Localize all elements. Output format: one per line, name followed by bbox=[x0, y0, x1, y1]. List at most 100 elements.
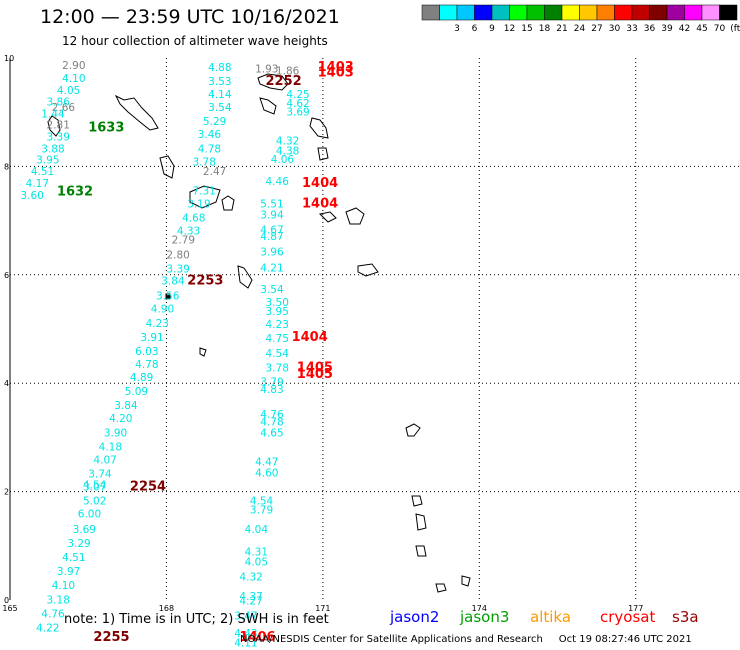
legend-swatch bbox=[614, 4, 633, 21]
legend-label: 6 bbox=[472, 24, 478, 34]
x-tick-label: 171 bbox=[315, 604, 330, 613]
wave-height-label: 3.94 bbox=[260, 209, 284, 221]
wave-height-label: 2.90 bbox=[62, 60, 85, 72]
wave-height-label: 4.31 bbox=[245, 547, 268, 559]
wave-height-label: 4.23 bbox=[146, 318, 169, 330]
wave-height-label: 4.78 bbox=[260, 416, 283, 428]
wave-height-label: 4.10 bbox=[52, 580, 75, 592]
wave-height-label: 4.54 bbox=[250, 496, 274, 508]
wave-height-label: 3.56 bbox=[156, 291, 180, 303]
wave-height-label: 2.47 bbox=[203, 166, 226, 178]
wave-height-label: 2.81 bbox=[47, 119, 70, 131]
legend-swatch bbox=[509, 4, 528, 21]
wave-height-label: 1632 bbox=[57, 185, 93, 200]
legend-label: 12 bbox=[504, 24, 515, 34]
satellite-name: jason2 bbox=[390, 608, 440, 626]
wave-height-label: 5.51 bbox=[260, 199, 283, 211]
y-tick-label: 6 bbox=[4, 271, 9, 280]
wave-height-label: 1404 bbox=[302, 197, 338, 212]
legend-swatch bbox=[666, 4, 685, 21]
wave-height-label: 4.76 bbox=[41, 608, 65, 620]
wave-height-label: 3.60 bbox=[20, 190, 43, 202]
legend-label: 45 bbox=[696, 24, 707, 34]
wave-height-label: 2.80 bbox=[166, 250, 189, 262]
legend-label: 39 bbox=[661, 24, 673, 34]
legend-swatch bbox=[491, 4, 510, 21]
legend-swatch bbox=[579, 4, 598, 21]
wave-height-label: 4.65 bbox=[260, 427, 283, 439]
wave-height-label: 2254 bbox=[130, 480, 166, 495]
credit-text: NOAA/NESDIS Center for Satellite Applica… bbox=[240, 634, 543, 645]
y-tick-label: 10 bbox=[4, 54, 14, 63]
legend-label: 36 bbox=[644, 24, 656, 34]
note-text: note: 1) Time is in UTC; 2) SWH is in fe… bbox=[64, 612, 329, 627]
wave-height-label: 3.53 bbox=[208, 76, 231, 88]
wave-height-label: 2.66 bbox=[52, 102, 76, 114]
wave-height-label: 4.20 bbox=[109, 413, 132, 425]
wave-height-label: 4.62 bbox=[286, 98, 309, 110]
y-tick-label: 4 bbox=[4, 379, 9, 388]
wave-height-label: 3.69 bbox=[286, 106, 309, 118]
legend-label: 9 bbox=[489, 24, 495, 34]
wave-height-label: 1403 bbox=[318, 60, 354, 75]
wave-height-label: 4.54 bbox=[266, 348, 290, 360]
credit-line: NOAA/NESDIS Center for Satellite Applica… bbox=[240, 634, 692, 645]
legend-swatch bbox=[649, 4, 668, 21]
wave-height-label: 1405 bbox=[297, 367, 333, 382]
wave-height-label: 4.78 bbox=[198, 143, 221, 155]
wave-height-label: 4.54 bbox=[83, 479, 107, 491]
island-outlines bbox=[47, 73, 471, 593]
wave-height-label: 3.54 bbox=[208, 102, 232, 114]
wave-height-label: 3.96 bbox=[260, 246, 284, 258]
wave-height-label: 5.29 bbox=[203, 116, 226, 128]
wave-height-label: 4.78 bbox=[135, 359, 158, 371]
wave-height-label: 4.33 bbox=[177, 226, 200, 238]
wave-height-label: 3.19 bbox=[187, 199, 210, 211]
wave-height-label: 7.31 bbox=[193, 186, 216, 198]
wave-height-label: 4.18 bbox=[99, 441, 122, 453]
legend-swatch bbox=[544, 4, 563, 21]
wave-height-label: 4.68 bbox=[182, 213, 205, 225]
wave-height-label: 4.21 bbox=[260, 263, 283, 275]
wave-height-label: 3.46 bbox=[198, 129, 222, 141]
wave-height-label: 3.78 bbox=[193, 156, 216, 168]
wave-height-label: 5.09 bbox=[125, 386, 148, 398]
wave-height-label: 4.51 bbox=[62, 552, 85, 564]
wave-height-label: 3.90 bbox=[104, 427, 127, 439]
wave-height-label: 5.02 bbox=[83, 496, 106, 508]
x-tick-label: 165 bbox=[2, 604, 17, 613]
wave-height-label: 1.86 bbox=[276, 65, 300, 77]
legend-label: 24 bbox=[574, 24, 586, 34]
wave-height-label: 4.88 bbox=[208, 62, 231, 74]
legend-label: 70 bbox=[714, 24, 726, 34]
wave-height-label: 4.32 bbox=[239, 571, 262, 583]
wave-height-label: 3.39 bbox=[47, 131, 70, 143]
axis-ticks: 165 168 171 174 177 0 2 4 6 8 10 bbox=[2, 54, 643, 613]
satellite-name: altika bbox=[530, 608, 572, 626]
wave-height-label: 4.17 bbox=[26, 178, 49, 190]
wave-height-label: 3.74 bbox=[88, 469, 112, 481]
chart-subtitle: 12 hour collection of altimeter wave hei… bbox=[62, 34, 328, 48]
wave-height-label: 1633 bbox=[88, 121, 124, 136]
legend-label: 15 bbox=[521, 24, 532, 34]
legend-swatch bbox=[456, 4, 475, 21]
legend-swatch bbox=[561, 4, 580, 21]
wave-height-label: 4.76 bbox=[260, 409, 284, 421]
wave-height-label: 3.84 bbox=[114, 400, 138, 412]
y-tick-label: 0 bbox=[4, 596, 9, 605]
legend-swatch bbox=[631, 4, 650, 21]
wave-height-label: 4.38 bbox=[276, 145, 299, 157]
wave-height-label: 3.79 bbox=[260, 376, 283, 388]
wave-height-label: 3.95 bbox=[36, 155, 59, 167]
wave-height-label: 1404 bbox=[292, 330, 328, 345]
wave-height-label: 3.97 bbox=[57, 566, 80, 578]
legend-swatch bbox=[684, 4, 703, 21]
wave-height-label: 6.00 bbox=[78, 509, 101, 521]
x-tick-label: 174 bbox=[472, 604, 487, 613]
wave-height-label: 4.05 bbox=[245, 556, 268, 568]
wave-height-label: 1.93 bbox=[255, 64, 278, 76]
wave-height-label: 4.10 bbox=[62, 73, 85, 85]
legend-swatch bbox=[719, 4, 738, 21]
